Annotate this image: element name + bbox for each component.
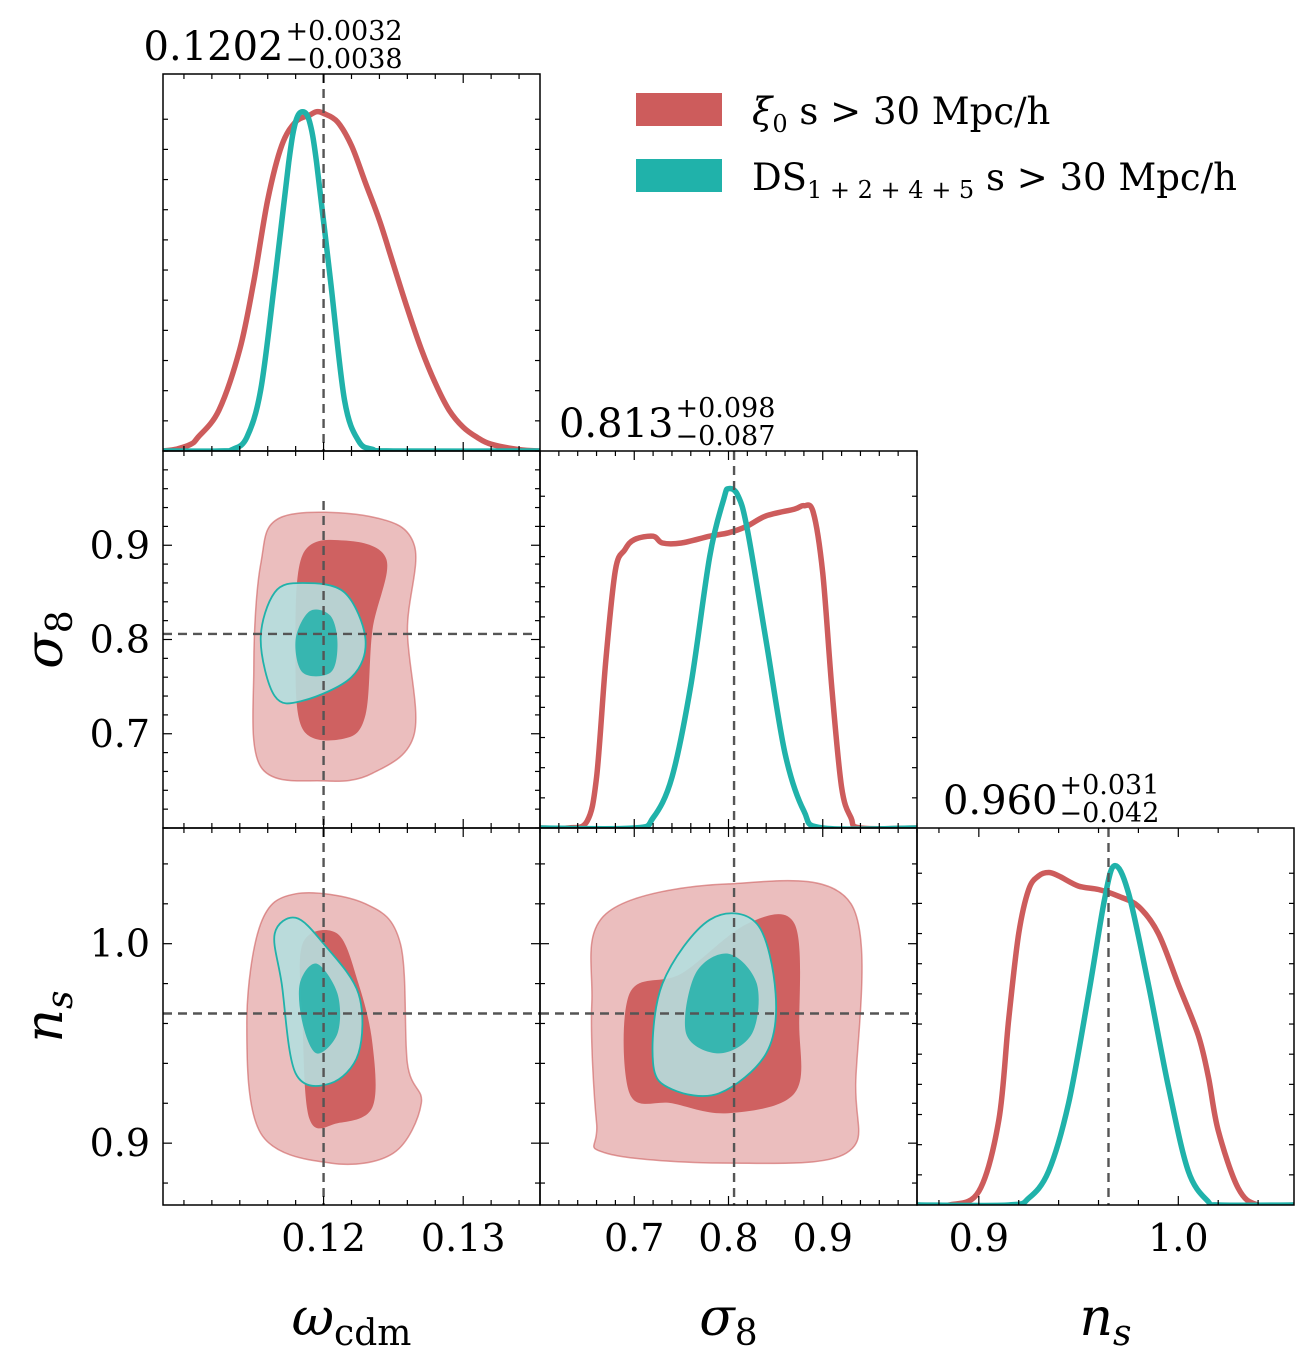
marginal-curve-ds-omega_cdm	[163, 108, 540, 451]
legend-label-rest: s > 30 Mpc/h	[974, 156, 1237, 199]
marginal-curve-ds-n_s	[917, 862, 1294, 1205]
y-axis-label-sigma8: σ8	[15, 610, 81, 668]
contour-panel-sigma8-n_s: 0.7 0.8 0.9	[539, 827, 918, 1260]
y-tick-label-sigma8: 0.9	[90, 523, 150, 567]
marginal-curve-xi0-n_s	[917, 869, 1294, 1205]
panel-frame	[162, 73, 541, 452]
x-axis-label-n_s-sub: s	[1113, 1313, 1131, 1350]
legend-label-ds: DS1 + 2 + 4 + 5 s > 30 Mpc/h	[752, 156, 1237, 204]
x-axis-label-sigma8: σ8	[699, 1288, 757, 1350]
legend-label-main: DS	[752, 156, 807, 199]
contour-panel-omega_cdm-sigma8: 0.7 0.8 0.9	[90, 450, 541, 829]
x-axis-label-n_s-text: ns	[1080, 1288, 1132, 1350]
x-tick-label-omega_cdm: 0.13	[421, 1216, 506, 1260]
marginal-curve-ds-sigma8	[540, 485, 917, 828]
contour-ds-68	[298, 963, 341, 1054]
marginal-curve-xi0-omega_cdm	[163, 108, 540, 451]
x-axis-label-sigma8-sub: 8	[735, 1313, 758, 1350]
legend-label-sub: 0	[772, 110, 787, 138]
y-axis-label-n_s-main: n	[15, 1009, 75, 1043]
marginal-title-minus-n_s: −0.042	[1060, 798, 1160, 829]
y-tick-label-n_s: 1.0	[90, 922, 150, 966]
marginal-curve-xi0-sigma8	[540, 502, 917, 828]
x-tick-label-sigma8: 0.7	[604, 1216, 664, 1260]
legend-label-main: ξ	[752, 90, 774, 133]
legend-label-sub: 1 + 2 + 4 + 5	[807, 176, 974, 204]
y-axis-label-n_s-sub: s	[40, 991, 81, 1009]
marginal-title-minus-sigma8: −0.087	[676, 421, 776, 452]
x-tick-label-sigma8: 0.8	[698, 1216, 758, 1260]
y-axis-label-sigma8-sub: 8	[40, 610, 81, 633]
marginal-panel-n_s: 0.9 1.0 0.960 +0.031−0.042	[916, 770, 1295, 1260]
contour-panel-omega_cdm-n_s: 0.12 0.13 0.9 1.0	[90, 827, 541, 1260]
y-tick-label-sigma8: 0.8	[90, 618, 150, 662]
x-axis-label-omega_cdm-sub: cdm	[334, 1313, 411, 1350]
x-axis-label-sigma8-text: σ8	[699, 1288, 757, 1350]
x-axis-label-omega_cdm: ωcdm	[292, 1288, 412, 1350]
x-axis-label-n_s: ns	[1080, 1288, 1132, 1350]
y-tick-label-n_s: 0.9	[90, 1121, 150, 1165]
marginal-title-plus-sigma8: +0.098	[676, 393, 776, 424]
marginal-title-minus-omega_cdm: −0.0038	[286, 44, 403, 75]
marginal-title-plus-n_s: +0.031	[1060, 770, 1160, 801]
x-tick-label-n_s: 1.0	[1148, 1216, 1208, 1260]
legend-label-xi0: ξ0 s > 30 Mpc/h	[752, 90, 1050, 138]
legend-swatch-xi0	[636, 93, 722, 126]
contour-ds-68	[684, 953, 759, 1054]
marginal-title-value-n_s: 0.960	[943, 778, 1058, 824]
marginal-panel-omega_cdm: 0.1202 +0.0032−0.0038	[144, 16, 541, 452]
legend-swatch-ds	[636, 159, 722, 192]
x-tick-label-omega_cdm: 0.12	[281, 1216, 366, 1260]
contour-ds-68	[295, 609, 338, 677]
y-tick-label-sigma8: 0.7	[90, 712, 150, 756]
y-axis-label-sigma8-main: σ	[15, 632, 75, 669]
marginal-title-value-omega_cdm: 0.1202	[144, 24, 284, 70]
marginal-panel-sigma8: 0.813 +0.098−0.087	[539, 393, 918, 829]
x-axis-label-n_s-main: n	[1080, 1288, 1114, 1348]
marginal-title-plus-omega_cdm: +0.0032	[286, 16, 403, 47]
x-tick-label-sigma8: 0.9	[793, 1216, 853, 1260]
y-axis-label-n_s: ns	[15, 991, 81, 1043]
y-axis-label-sigma8-text: σ8	[15, 610, 81, 668]
x-tick-label-n_s: 0.9	[949, 1216, 1009, 1260]
x-axis-label-omega_cdm-text: ωcdm	[292, 1288, 412, 1350]
legend-label-rest: s > 30 Mpc/h	[788, 90, 1051, 133]
x-axis-label-omega_cdm-main: ω	[292, 1288, 334, 1348]
marginal-title-value-sigma8: 0.813	[559, 401, 674, 447]
y-axis-label-n_s-text: ns	[15, 991, 81, 1043]
x-axis-label-sigma8-main: σ	[699, 1288, 736, 1348]
